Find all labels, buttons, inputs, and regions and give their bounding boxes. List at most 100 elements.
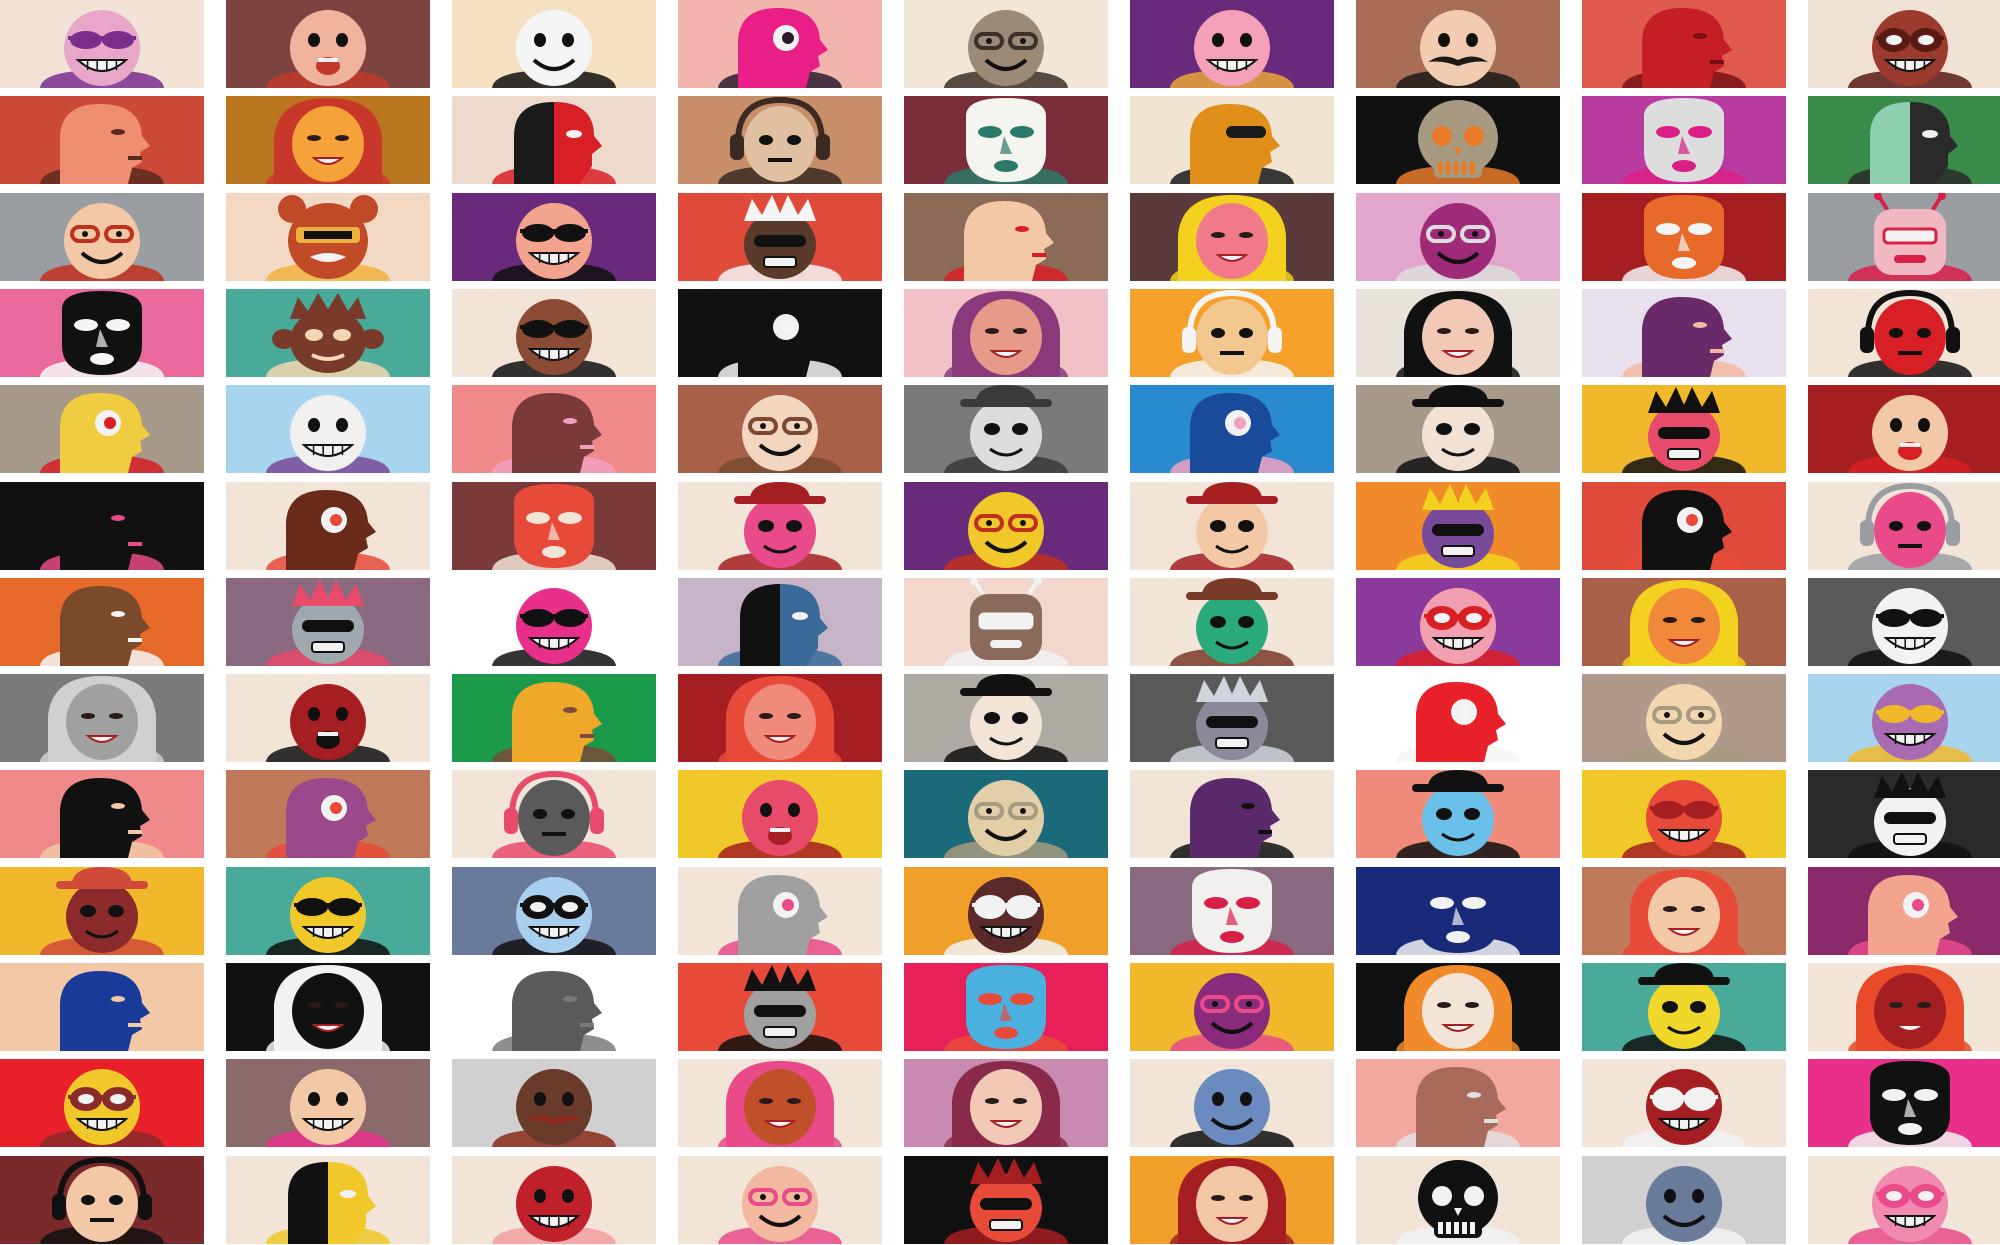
avatar-icon [1170, 10, 1294, 88]
avatar-icon [944, 385, 1068, 473]
face-illustration [1848, 965, 1972, 1051]
avatar-tile [904, 674, 1108, 762]
avatar-icon [1848, 588, 1972, 666]
face-illustration [40, 104, 164, 184]
avatar-tile [452, 1059, 656, 1147]
avatar-icon [944, 492, 1068, 570]
avatar-tile [678, 193, 882, 281]
avatar-tile [1808, 96, 2000, 184]
avatar-icon [718, 780, 842, 858]
avatar-tile [1130, 674, 1334, 762]
avatar-tile [1356, 674, 1560, 762]
avatar-icon [266, 877, 390, 955]
face-illustration [1170, 10, 1294, 88]
avatar-tile [1808, 1059, 2000, 1147]
face-illustration [1396, 100, 1520, 184]
face-illustration [1396, 1067, 1520, 1147]
face-illustration [40, 10, 164, 88]
avatar-icon [266, 778, 390, 858]
face-illustration [1396, 203, 1520, 281]
avatar-tile [0, 963, 204, 1051]
avatar-icon [1396, 682, 1520, 762]
avatar-tile [1356, 482, 1560, 570]
face-illustration [492, 877, 616, 955]
face-illustration [718, 875, 842, 955]
avatar-icon [1848, 1166, 1972, 1244]
face-illustration [1170, 578, 1294, 666]
avatar-tile [678, 0, 882, 88]
face-illustration [944, 98, 1068, 184]
face-illustration [1622, 297, 1746, 377]
face-illustration [40, 586, 164, 666]
avatar-tile [904, 193, 1108, 281]
avatar-tile [0, 578, 204, 666]
avatar-tile [1582, 0, 1786, 88]
avatar-tile [1808, 482, 2000, 570]
avatar-icon [1170, 289, 1294, 377]
avatar-icon [1396, 203, 1520, 281]
avatar-tile [904, 0, 1108, 88]
face-illustration [944, 10, 1068, 88]
avatar-icon [1622, 195, 1746, 281]
avatar-tile [226, 289, 430, 377]
avatar-tile [1356, 770, 1560, 858]
avatar-tile [0, 289, 204, 377]
avatar-tile [1582, 482, 1786, 570]
face-illustration [718, 584, 842, 666]
face-illustration [266, 1069, 390, 1147]
face-illustration [1622, 98, 1746, 184]
avatar-icon [492, 299, 616, 377]
avatar-icon [492, 102, 616, 184]
avatar-icon [1170, 973, 1294, 1051]
face-illustration [40, 393, 164, 473]
avatar-icon [718, 676, 842, 762]
face-illustration [718, 1061, 842, 1147]
face-illustration [40, 676, 164, 762]
face-illustration [1848, 588, 1972, 666]
avatar-tile [1808, 0, 2000, 88]
avatar-icon [1622, 869, 1746, 955]
avatar-icon [1848, 102, 1972, 184]
avatar-tile [678, 1059, 882, 1147]
avatar-icon [1848, 684, 1972, 762]
avatar-icon [718, 1061, 842, 1147]
avatar-icon [40, 867, 164, 955]
face-illustration [1170, 104, 1294, 184]
avatar-tile [452, 674, 656, 762]
face-illustration [40, 1156, 164, 1244]
face-illustration [1848, 482, 1972, 570]
avatar-icon [1396, 869, 1520, 955]
avatar-icon [944, 10, 1068, 88]
face-illustration [1170, 778, 1294, 858]
avatar-tile [452, 867, 656, 955]
avatar-tile [1582, 867, 1786, 955]
avatar-icon [718, 395, 842, 473]
avatar-icon [1622, 684, 1746, 762]
face-illustration [266, 195, 390, 281]
avatar-tile [226, 963, 430, 1051]
avatar-icon [1848, 875, 1972, 955]
avatar-icon [40, 1156, 164, 1244]
face-illustration [1622, 1166, 1746, 1244]
avatar-icon [492, 770, 616, 858]
face-illustration [1396, 869, 1520, 955]
avatar-icon [40, 291, 164, 377]
avatar-icon [1622, 297, 1746, 377]
face-illustration [1396, 291, 1520, 377]
face-illustration [1848, 1061, 1972, 1147]
avatar-tile [904, 385, 1108, 473]
avatar-tile [1582, 1059, 1786, 1147]
face-illustration [492, 10, 616, 88]
face-illustration [1848, 1166, 1972, 1244]
avatar-icon [1396, 965, 1520, 1051]
avatar-icon [40, 203, 164, 281]
avatar-tile [678, 96, 882, 184]
face-illustration [1170, 195, 1294, 281]
avatar-tile [226, 193, 430, 281]
face-illustration [40, 203, 164, 281]
avatar-tile [904, 1059, 1108, 1147]
avatar-icon [718, 482, 842, 570]
face-illustration [1848, 772, 1972, 858]
avatar-tile [904, 963, 1108, 1051]
face-illustration [1170, 482, 1294, 570]
